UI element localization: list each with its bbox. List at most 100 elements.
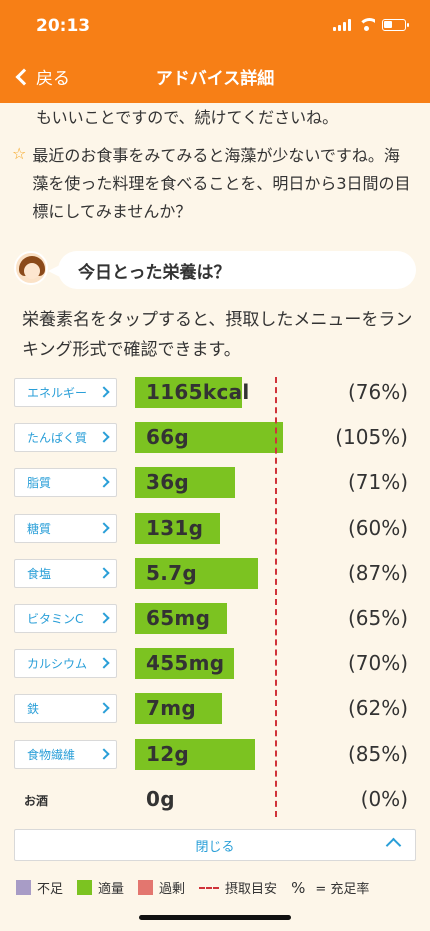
intake-bar [135,738,255,770]
close-label: 閉じる [195,839,235,855]
intake-value: 131g [146,515,204,540]
nutrient-name: 食物繊維 [27,747,76,762]
nutrient-button[interactable]: 食物繊維 [14,739,117,769]
nutrient-button[interactable]: 糖質 [14,513,117,543]
chevron-right-icon [98,431,110,443]
legend-label-excess: 過剰 [159,882,186,897]
intake-value: 1165kcal [146,380,250,404]
chevron-up-icon [385,837,402,854]
app-header: 20:13 戻る アドバイス詳細 [0,0,430,103]
intake-value: 455mg [146,651,225,676]
chevron-right-icon [98,612,110,624]
advice-item: ☆ 最近のお食事をみてみると海藻が少ないですね。海藻を使った料理を食べることを、… [12,142,412,226]
nutrient-list: エネルギー 1165kcal (76%) たんぱく質 66g (105%) 脂質 36g (71… [0,375,430,821]
fulfillment-percent: (85%) [347,741,408,766]
nutrient-name: 鉄 [27,702,40,717]
intake-bar [135,377,242,408]
close-button[interactable]: 閉じる [14,829,416,861]
chevron-right-icon [98,476,110,489]
nutrient-name: エネルギー [27,386,88,400]
avatar [14,251,48,285]
nutrient-button[interactable]: カルシウム [14,649,117,679]
nutrient-name: 食塩 [27,566,52,581]
nutrient-row: ビタミンC 65mg (65%) [0,601,430,635]
chevron-right-icon [98,386,110,398]
fulfillment-percent: (65%) [347,606,408,630]
legend-label-target: 摂取目安 [225,882,278,897]
nutrient-button[interactable]: たんぱく質 [14,423,117,453]
back-label: 戻る [36,69,70,89]
intake-bar [135,648,234,680]
legend-percent: % = 充足率 [291,878,370,898]
legend-label-adequate: 適量 [98,882,125,897]
intake-bar [135,422,283,454]
fulfillment-percent: (0%) [360,786,408,811]
intake-value: 66g [146,425,190,450]
advice-continued-text: もいいことですので、続けてくださいね。 [36,108,339,127]
legend-swatch-adequate [77,880,93,895]
fulfillment-percent: (105%) [335,425,408,450]
nutrient-name: 糖質 [27,521,52,536]
section-title-bubble: 今日とった栄養は？ [48,251,416,289]
nutrient-row: 脂質 36g (71%) [0,465,430,499]
page-title: アドバイス詳細 [155,69,275,89]
home-indicator [139,915,291,920]
legend-adequate: 適量 [77,878,124,897]
nutrient-name: カルシウム [27,657,88,672]
nutrient-name: たんぱく質 [27,431,88,446]
legend: 不足 適量 過剰 摂取目安 % = 充足率 [16,878,377,897]
intake-bar [135,467,235,499]
nutrient-row: 鉄 7mg (62%) [0,691,430,725]
nutrient-button[interactable]: 鉄 [14,694,117,724]
intake-bar [135,603,227,634]
chevron-right-icon [98,747,110,760]
fulfillment-percent: (87%) [347,560,408,585]
nutrient-row: 糖質 131g (60%) [0,511,430,545]
legend-excess: 過剰 [138,878,185,897]
fulfillment-percent: (70%) [347,651,408,676]
chevron-right-icon [98,567,110,579]
legend-shortage: 不足 [16,878,63,897]
intake-bar [135,693,222,725]
nutrient-name: 脂質 [27,476,52,491]
intake-bar [135,512,220,544]
star-icon: ☆ [12,144,27,163]
intake-value: 0g [146,786,175,811]
nutrient-name: ビタミンC [27,612,84,626]
nutrient-row: たんぱく質 66g (105%) [0,420,430,454]
section-description: 栄養素名をタップすると、摂取したメニューをランキング形式で確認できます。 [22,310,413,360]
intake-value: 36g [146,470,190,495]
intake-value: 7mg [146,696,196,721]
nutrient-button[interactable]: ビタミンC [14,604,117,633]
nutrient-row: 食物繊維 12g (85%) [0,737,430,771]
target-line [275,377,277,817]
nutrient-name: お酒 [24,793,49,808]
legend-target: 摂取目安 [199,878,277,897]
fulfillment-percent: (60%) [347,515,408,540]
status-time: 20:13 [36,16,91,36]
nutrient-row: カルシウム 455mg (70%) [0,646,430,680]
advice-text: 最近のお食事をみてみると海藻が少ないですね。海藻を使った料理を食べることを、明日… [32,146,411,221]
battery-icon [382,18,409,31]
fulfillment-percent: (76%) [347,380,408,404]
nutrient-row: 食塩 5.7g (87%) [0,556,430,590]
legend-dash-sample [199,886,220,889]
nutrient-button[interactable]: エネルギー [14,378,117,407]
section-title: 今日とった栄養は？ [78,262,231,283]
status-icons [333,18,409,31]
intake-value: 5.7g [146,560,197,585]
fulfillment-percent: (71%) [347,470,408,495]
nutrient-button[interactable]: 脂質 [14,468,117,498]
chevron-right-icon [98,702,110,715]
back-button[interactable]: 戻る [12,64,70,89]
chevron-right-icon [98,521,110,534]
legend-label-shortage: 不足 [37,882,64,897]
intake-bar [135,557,258,589]
legend-pct-text: = 充足率 [315,882,370,897]
chevron-right-icon [98,657,110,669]
nutrient-row: お酒 0g (0%) [0,782,430,816]
legend-swatch-shortage [16,880,31,895]
nutrient-button[interactable]: 食塩 [14,558,117,588]
fulfillment-percent: (62%) [347,696,408,721]
intake-value: 12g [146,741,190,766]
